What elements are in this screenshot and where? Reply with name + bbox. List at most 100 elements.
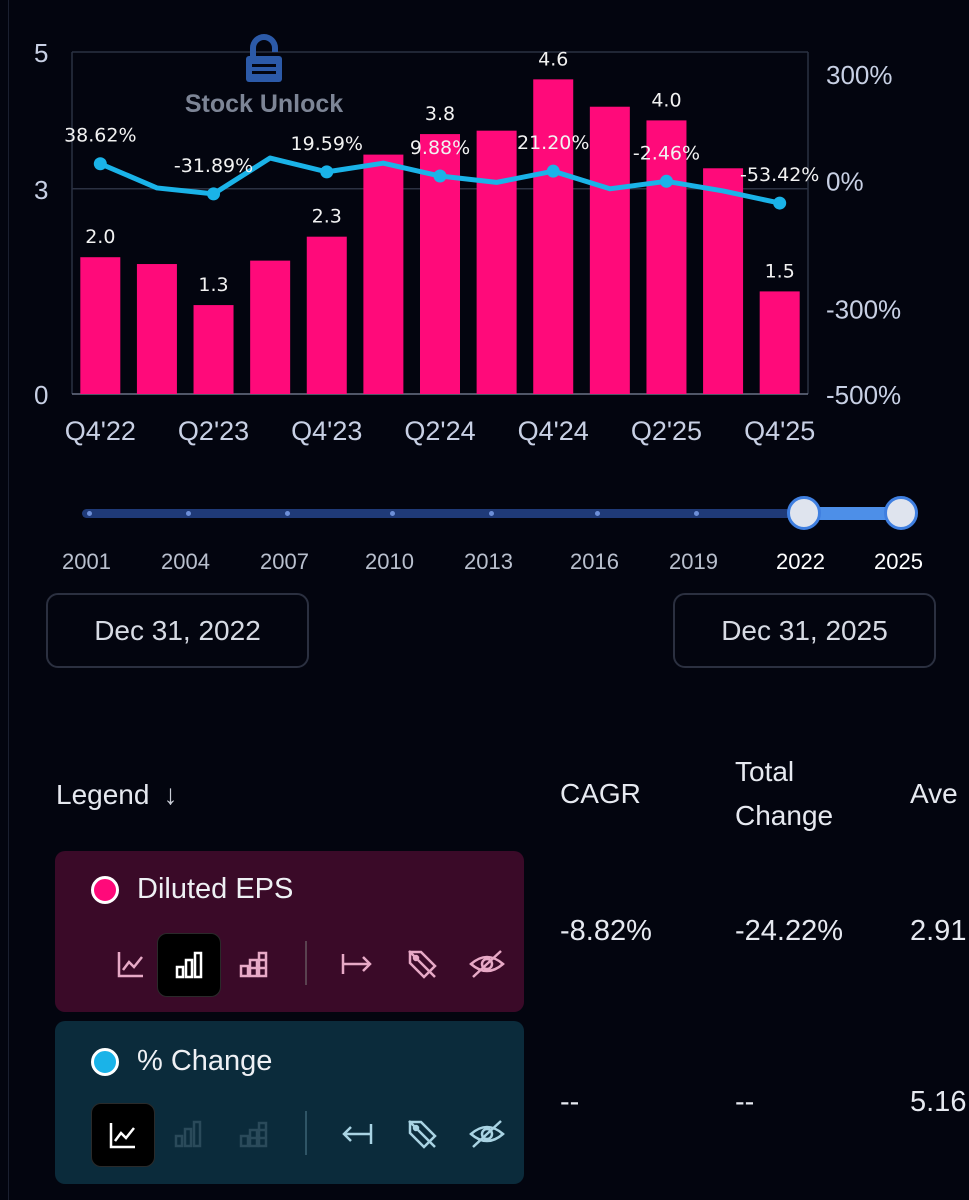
average-header: Ave: [910, 778, 958, 809]
slider-tick: [595, 511, 600, 516]
change-cagr-value: --: [560, 1086, 580, 1118]
lock-icon: [246, 34, 282, 82]
x-axis-tick: Q4'25: [744, 416, 815, 446]
right-axis-tick: -500%: [826, 380, 901, 410]
slider-year-label: 2019: [669, 549, 718, 574]
sort-down-icon[interactable]: ↓: [163, 779, 178, 810]
right-axis-tick: 300%: [826, 60, 893, 90]
eps-bar: [250, 260, 291, 394]
eps-cagr-value: -8.82%: [560, 915, 652, 947]
slider-tick: [285, 511, 290, 516]
pct-change-point: [546, 164, 560, 178]
eps-bar-label: 2.3: [312, 206, 342, 228]
pct-change-point: [773, 196, 787, 210]
eps-bar: [703, 168, 744, 394]
pct-change-label: 19.59%: [291, 133, 363, 155]
stacked-bar-icon[interactable]: [222, 1103, 284, 1165]
series-color-dot[interactable]: [91, 1047, 119, 1076]
axis-right-arrow-icon[interactable]: [326, 933, 388, 995]
change-average-value: 5.16: [910, 1086, 967, 1118]
eps-bar-label: 4.6: [538, 48, 568, 70]
slider-tick: [694, 511, 699, 516]
pct-change-label: 38.62%: [64, 125, 136, 147]
watermark-logo: Stock Unlock: [185, 34, 343, 118]
eye-off-icon[interactable]: [456, 933, 518, 995]
legend-header-label: Legend: [56, 779, 150, 810]
eps-bar-label: 3.8: [425, 103, 455, 125]
eps-bar-label: 4.0: [651, 89, 681, 111]
range-slider-track[interactable]: [82, 509, 908, 518]
pct-change-point: [207, 187, 221, 201]
pct-change-point: [659, 174, 673, 188]
eps-bar: [363, 154, 404, 394]
change-total-change-value: --: [735, 1086, 755, 1118]
watermark-text: Stock Unlock: [185, 90, 343, 118]
series-name: Diluted EPS: [137, 873, 294, 905]
pct-change-point: [93, 157, 107, 171]
eps-chart: 2.0 1.3 2.3 3.8 4.6 4.0 1.5 38.62% -31.89% 19.59%…: [34, 34, 901, 446]
pct-change-label: 9.88%: [410, 137, 470, 159]
total-change-header: Total Change: [735, 756, 834, 831]
start-date-field[interactable]: Dec 31, 2022: [46, 593, 309, 668]
slider-year-label: 2010: [365, 549, 414, 574]
pct-change-label: -53.42%: [740, 164, 819, 186]
line-chart-icon[interactable]: [91, 1103, 155, 1167]
left-axis-tick: 5: [34, 38, 48, 68]
x-axis-tick: Q4'23: [291, 416, 362, 446]
left-axis-tick: 3: [34, 175, 48, 205]
eps-bar: [136, 264, 177, 394]
bar-chart-icon[interactable]: [157, 1103, 219, 1165]
axis-left-arrow-icon[interactable]: [326, 1103, 388, 1165]
tag-off-icon[interactable]: [391, 1103, 453, 1165]
x-axis-tick: Q2'23: [178, 416, 249, 446]
legend-card-diluted-eps: Diluted EPS: [55, 851, 524, 1012]
series-name: % Change: [137, 1045, 273, 1077]
slider-tick: [489, 511, 494, 516]
line-chart-icon[interactable]: [100, 933, 162, 995]
slider-tick: [186, 511, 191, 516]
x-axis-tick: Q4'24: [518, 416, 589, 446]
stacked-bar-icon[interactable]: [222, 933, 284, 995]
eps-bar: [759, 291, 800, 394]
slider-year-label: 2004: [161, 549, 210, 574]
icon-divider: [305, 941, 307, 985]
cagr-header: CAGR: [560, 778, 641, 809]
bar-chart-icon[interactable]: [157, 933, 221, 997]
eps-bar-label: 1.3: [198, 274, 228, 296]
eps-bar: [80, 257, 121, 394]
end-date-field[interactable]: Dec 31, 2025: [673, 593, 936, 668]
eps-bar-label: 2.0: [85, 226, 115, 248]
series-color-dot[interactable]: [91, 875, 119, 904]
slider-year-label: 2001: [62, 549, 111, 574]
range-end-handle[interactable]: [884, 496, 918, 530]
pct-change-point: [320, 165, 334, 179]
pct-change-point: [433, 169, 447, 183]
slider-year-label: 2016: [570, 549, 619, 574]
x-axis-tick: Q4'22: [65, 416, 136, 446]
range-start-handle[interactable]: [787, 496, 821, 530]
slider-year-label: 2007: [260, 549, 309, 574]
legend-card-percent-change: % Change: [55, 1021, 524, 1184]
pct-change-label: -31.89%: [174, 155, 253, 177]
left-edge-divider: [8, 0, 9, 1200]
right-axis-tick: 0%: [826, 166, 864, 196]
eye-off-icon[interactable]: [456, 1103, 518, 1165]
range-slider-selected: [804, 507, 902, 520]
slider-year-label: 2013: [464, 549, 513, 574]
eps-bar: [193, 305, 234, 394]
x-axis-tick: Q2'24: [404, 416, 475, 446]
eps-total-change-value: -24.22%: [735, 915, 844, 947]
pct-change-label: -2.46%: [633, 142, 700, 164]
eps-bar: [306, 236, 347, 394]
x-axis-tick: Q2'25: [631, 416, 702, 446]
left-axis-tick: 0: [34, 380, 48, 410]
eps-average-value: 2.91: [910, 915, 967, 947]
eps-bar: [646, 120, 687, 395]
eps-bar: [533, 79, 574, 395]
legend-header[interactable]: Legend ↓: [56, 773, 177, 817]
slider-year-label: 2022: [776, 549, 825, 574]
icon-divider: [305, 1111, 307, 1155]
right-axis-tick: -300%: [826, 295, 901, 325]
tag-off-icon[interactable]: [391, 933, 453, 995]
slider-tick: [87, 511, 92, 516]
